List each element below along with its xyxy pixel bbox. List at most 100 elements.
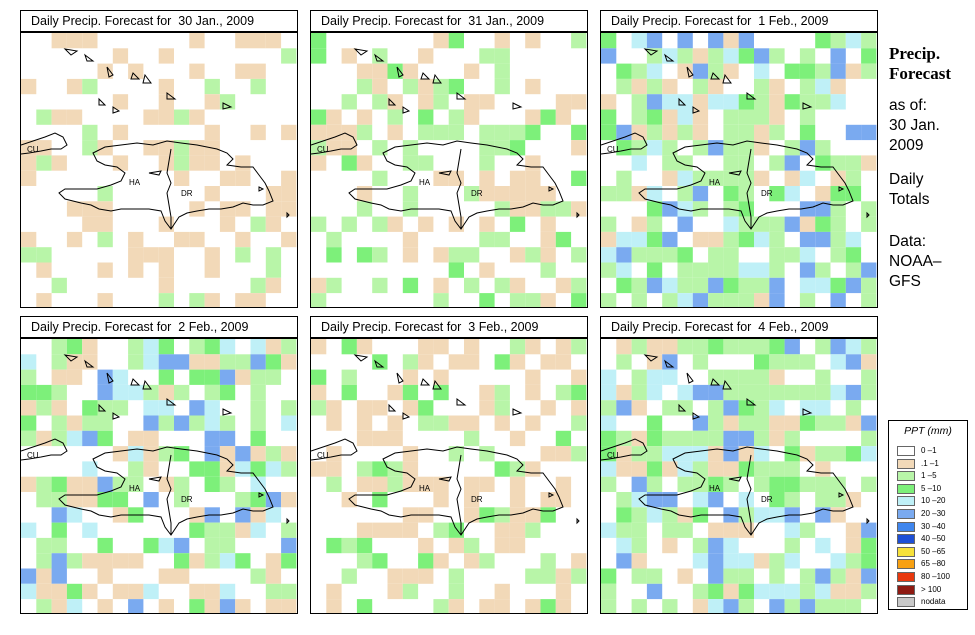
precip-cell <box>601 430 617 447</box>
precip-cell <box>21 155 37 171</box>
precip-cell <box>509 430 526 447</box>
precip-cell <box>82 492 98 508</box>
precip-cell <box>646 48 663 64</box>
coastline <box>686 66 694 78</box>
precip-cell <box>250 369 266 385</box>
precip-cell <box>509 293 526 307</box>
precip-cell <box>646 354 663 370</box>
precip-cell <box>66 109 83 125</box>
precip-cell <box>769 78 785 95</box>
precip-cell <box>555 384 572 401</box>
precip-cell <box>861 476 877 492</box>
precip-cell <box>158 476 174 492</box>
precip-cell <box>250 522 266 538</box>
precip-cell <box>250 293 266 307</box>
precip-map-graphic: CU HA DR <box>311 33 587 307</box>
precip-cell <box>112 446 129 462</box>
precip-cell <box>235 354 251 370</box>
precip-cell <box>494 537 510 554</box>
precip-cell <box>143 247 159 263</box>
precip-cell <box>677 461 693 477</box>
precip-cell <box>723 583 739 600</box>
precip-cell <box>433 293 449 307</box>
precip-cell <box>784 384 800 401</box>
data-source-block: Data: NOAA– GFS <box>889 232 942 292</box>
precip-cell <box>265 583 282 600</box>
precip-cell <box>555 94 572 110</box>
precip-cell <box>36 155 52 171</box>
precip-cell <box>571 201 587 217</box>
precip-cell <box>830 94 846 110</box>
precip-cell <box>662 369 678 385</box>
precip-cell <box>97 599 113 613</box>
precip-cell <box>235 522 251 538</box>
precip-cell <box>830 170 846 186</box>
precip-cell <box>36 400 52 416</box>
precip-cell <box>601 400 617 416</box>
precip-cell <box>326 446 342 462</box>
precip-cell <box>402 522 419 538</box>
precip-cell <box>723 140 739 156</box>
precip-cell <box>601 293 617 307</box>
precip-cell <box>235 492 251 508</box>
as-of-label: as of: <box>889 97 927 114</box>
precip-cell <box>433 522 449 538</box>
precip-cell <box>281 170 297 186</box>
precip-cell <box>754 293 770 307</box>
precip-cell <box>128 476 144 492</box>
precip-cell <box>250 33 266 49</box>
precip-cell <box>631 78 647 95</box>
precip-cell <box>616 339 632 355</box>
precip-cell <box>784 430 800 447</box>
precip-cell <box>631 33 647 49</box>
precip-cell <box>112 155 129 171</box>
precip-map-graphic: CU HA DR <box>601 339 877 613</box>
precip-cell <box>555 109 572 125</box>
precip-cell <box>402 78 419 95</box>
precip-cell <box>815 400 831 416</box>
precip-cell <box>601 461 617 477</box>
precip-cell <box>341 369 357 385</box>
precip-cell <box>692 583 709 600</box>
precip-cell <box>112 369 129 385</box>
precip-cell <box>738 507 754 523</box>
precip-cell <box>204 247 220 263</box>
precip-cell <box>571 384 587 401</box>
precip-cell <box>97 400 113 416</box>
precip-cell <box>646 568 663 584</box>
precip-cell <box>158 48 174 64</box>
precip-map: CU HA DR <box>20 338 298 614</box>
precip-cell <box>677 262 693 278</box>
precip-cell <box>861 124 877 141</box>
precip-cell <box>754 461 770 477</box>
precip-cell <box>128 262 144 278</box>
precip-cell <box>82 140 98 156</box>
precip-cell <box>51 155 67 171</box>
precip-cell <box>769 415 785 431</box>
precip-cell <box>784 461 800 477</box>
precip-cell <box>433 277 449 294</box>
precip-cell <box>372 354 388 370</box>
precip-cell <box>738 201 754 217</box>
precip-cell <box>861 48 877 64</box>
precip-cell <box>784 553 800 569</box>
precip-cell <box>143 446 159 462</box>
precip-cell <box>540 216 556 232</box>
coastline <box>678 403 687 412</box>
coastline <box>456 398 467 406</box>
country-label-haiti: HA <box>419 178 431 187</box>
coastline <box>112 412 121 420</box>
precip-cell <box>82 553 98 569</box>
coastline <box>512 408 523 416</box>
precip-cell <box>540 553 556 569</box>
precip-cell <box>631 599 647 613</box>
precip-cell <box>21 354 37 370</box>
coastline <box>63 354 79 362</box>
precip-cell <box>479 170 495 186</box>
precip-cell <box>845 124 862 141</box>
coastline <box>396 372 404 384</box>
precip-cell <box>494 583 510 600</box>
precip-cell <box>158 599 174 613</box>
precip-cell <box>815 599 831 613</box>
precip-cell <box>616 384 632 401</box>
